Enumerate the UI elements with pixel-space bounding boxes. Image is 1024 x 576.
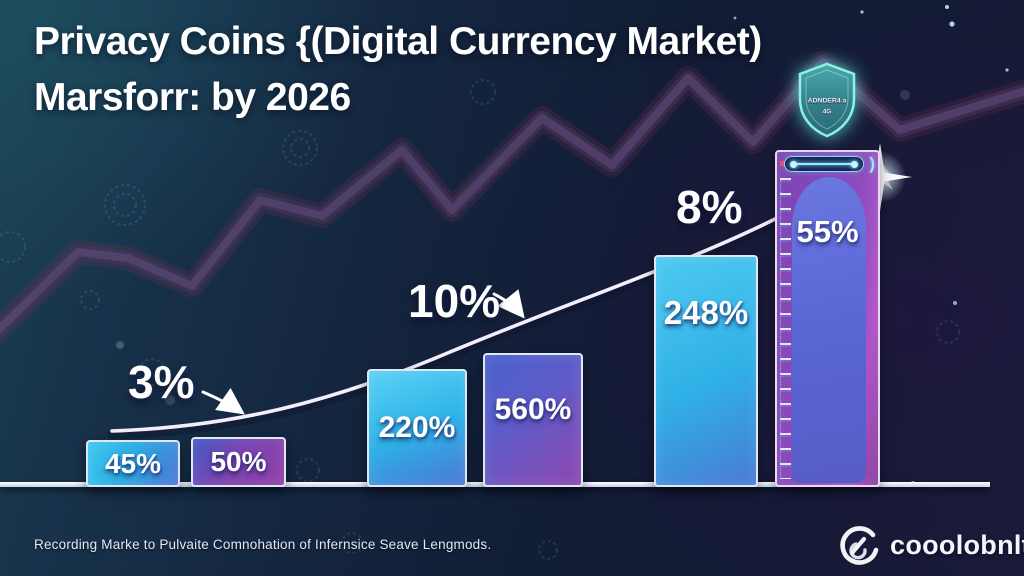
annotation-3pct: 3% [128, 356, 195, 408]
shield-text-line1: ADNDER4 a [807, 96, 847, 105]
shield-icon [798, 62, 856, 138]
bar-3-value-label: 220% [378, 411, 456, 444]
arrow-3pct [201, 387, 245, 415]
bracket-glyph: ) [869, 154, 875, 173]
bar-1-value-label: 45% [104, 447, 162, 479]
annotation-8pct: 8% [676, 181, 743, 233]
bar-6-value-label: 55% [796, 214, 859, 249]
red-marker-dot [780, 161, 784, 166]
page-title-line2: Marsforr: by 2026 [34, 76, 351, 119]
bar-1: 45% [86, 440, 180, 487]
bar-4-value-label: 560% [494, 393, 572, 426]
annotation-10pct: 10% [408, 275, 501, 327]
ruler-ticks [780, 178, 791, 479]
brand-logo-icon [840, 526, 879, 565]
bar-5: 248% [654, 255, 758, 487]
shield-text-line2: 4G [822, 107, 832, 116]
bar-6: ) 55% [775, 150, 880, 487]
page-title-line1: Privacy Coins {(Digital Currency Market) [34, 20, 762, 63]
bar-5-value-label: 248% [663, 294, 749, 331]
bar-4: 560% [483, 353, 583, 487]
shield-badge: ADNDER4 a 4G [792, 60, 862, 140]
brand-name: cooolobnlt [890, 530, 1024, 560]
bar-3: 220% [367, 369, 467, 487]
footer-caption: Recording Marke to Pulvaite Comnohation … [34, 537, 492, 552]
bar-2-value-label: 50% [210, 446, 267, 477]
bar-2: 50% [191, 437, 286, 487]
